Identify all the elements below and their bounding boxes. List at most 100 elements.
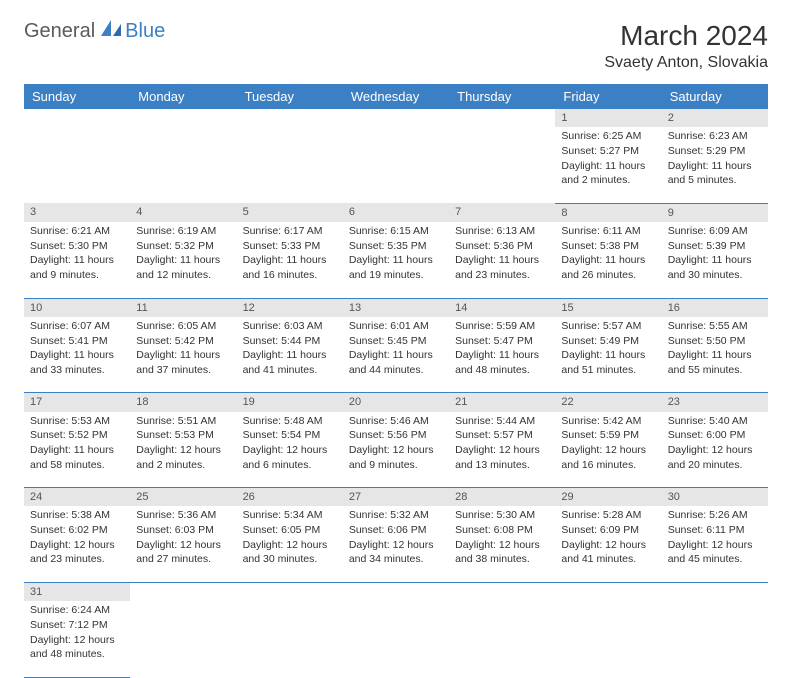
location: Svaety Anton, Slovakia [604,54,768,72]
sun-info-line: Sunset: 5:32 PM [136,240,230,254]
sun-info-line: and 51 minutes. [561,364,655,378]
sun-info-line: and 26 minutes. [561,269,655,283]
sun-info-line: and 48 minutes. [455,364,549,378]
header: General Blue March 2024 Svaety Anton, Sl… [24,20,768,72]
day-number-cell: 15 [555,298,661,317]
sun-info-line: and 44 minutes. [349,364,443,378]
sun-info-line: Sunrise: 6:03 AM [243,320,337,334]
sun-info-line: Sunset: 6:00 PM [668,429,762,443]
day-number-cell: 25 [130,488,236,507]
sun-info-line: Daylight: 12 hours [455,444,549,458]
sun-info-line: Sunset: 5:49 PM [561,335,655,349]
sun-info-line: and 20 minutes. [668,459,762,473]
day-data-cell [237,601,343,677]
day-data-cell: Sunrise: 6:17 AMSunset: 5:33 PMDaylight:… [237,222,343,298]
day-number-cell: 7 [449,203,555,222]
day-header: Monday [130,84,236,109]
sun-info-line: Sunrise: 6:01 AM [349,320,443,334]
sun-info-line: Daylight: 11 hours [668,160,762,174]
day-number-cell: 31 [24,582,130,601]
sun-info-line: and 48 minutes. [30,648,124,662]
day-data-cell [555,601,661,677]
sun-info-line: Daylight: 11 hours [30,254,124,268]
day-data-cell: Sunrise: 6:09 AMSunset: 5:39 PMDaylight:… [662,222,768,298]
day-number-cell: 23 [662,393,768,412]
day-data-cell: Sunrise: 6:05 AMSunset: 5:42 PMDaylight:… [130,317,236,393]
sun-info-line: Sunset: 5:59 PM [561,429,655,443]
day-number-row: 12 [24,109,768,127]
sun-info-line: Sunrise: 6:17 AM [243,225,337,239]
day-data-cell: Sunrise: 6:01 AMSunset: 5:45 PMDaylight:… [343,317,449,393]
sun-info-line: Sunset: 5:29 PM [668,145,762,159]
day-data-cell: Sunrise: 6:23 AMSunset: 5:29 PMDaylight:… [662,127,768,203]
day-header: Sunday [24,84,130,109]
sun-info-line: Daylight: 11 hours [349,349,443,363]
day-number-row: 3456789 [24,203,768,222]
sun-info-line: and 33 minutes. [30,364,124,378]
sun-info-line: Sunset: 5:41 PM [30,335,124,349]
sun-info-line: Sunrise: 5:59 AM [455,320,549,334]
day-number-cell: 24 [24,488,130,507]
sun-info-line: Sunrise: 6:25 AM [561,130,655,144]
day-number-cell: 5 [237,203,343,222]
day-data-cell: Sunrise: 5:48 AMSunset: 5:54 PMDaylight:… [237,412,343,488]
sun-info-line: Sunrise: 6:11 AM [561,225,655,239]
sun-info-line: Sunrise: 5:32 AM [349,509,443,523]
sun-info-line: and 30 minutes. [668,269,762,283]
sun-info-line: Daylight: 12 hours [668,444,762,458]
sun-info-line: Sunset: 5:53 PM [136,429,230,443]
day-number-cell [130,582,236,601]
day-number-cell: 22 [555,393,661,412]
day-data-cell: Sunrise: 5:30 AMSunset: 6:08 PMDaylight:… [449,506,555,582]
day-data-row: Sunrise: 5:38 AMSunset: 6:02 PMDaylight:… [24,506,768,582]
day-data-cell: Sunrise: 5:36 AMSunset: 6:03 PMDaylight:… [130,506,236,582]
day-data-cell [662,601,768,677]
day-data-cell [237,127,343,203]
day-data-cell [24,127,130,203]
sun-info-line: Sunset: 6:09 PM [561,524,655,538]
sun-info-line: Daylight: 11 hours [561,349,655,363]
sun-info-line: and 13 minutes. [455,459,549,473]
sun-info-line: and 9 minutes. [30,269,124,283]
day-data-cell: Sunrise: 6:03 AMSunset: 5:44 PMDaylight:… [237,317,343,393]
sun-info-line: and 2 minutes. [561,174,655,188]
sun-info-line: and 55 minutes. [668,364,762,378]
sun-info-line: Daylight: 11 hours [30,444,124,458]
day-data-row: Sunrise: 6:24 AMSunset: 7:12 PMDaylight:… [24,601,768,677]
sun-info-line: Daylight: 12 hours [668,539,762,553]
day-data-row: Sunrise: 6:25 AMSunset: 5:27 PMDaylight:… [24,127,768,203]
day-data-cell: Sunrise: 6:25 AMSunset: 5:27 PMDaylight:… [555,127,661,203]
day-data-cell: Sunrise: 5:57 AMSunset: 5:49 PMDaylight:… [555,317,661,393]
sun-info-line: Sunset: 5:50 PM [668,335,762,349]
sun-info-line: Sunset: 5:36 PM [455,240,549,254]
sun-info-line: Sunset: 5:39 PM [668,240,762,254]
sun-info-line: Sunset: 5:27 PM [561,145,655,159]
day-number-cell: 28 [449,488,555,507]
day-number-cell: 27 [343,488,449,507]
day-number-cell: 16 [662,298,768,317]
day-data-cell: Sunrise: 6:24 AMSunset: 7:12 PMDaylight:… [24,601,130,677]
day-number-cell: 8 [555,203,661,222]
day-number-cell: 30 [662,488,768,507]
day-number-row: 10111213141516 [24,298,768,317]
day-header: Saturday [662,84,768,109]
day-data-cell: Sunrise: 6:11 AMSunset: 5:38 PMDaylight:… [555,222,661,298]
month-title: March 2024 [604,20,768,52]
sun-info-line: Sunset: 5:52 PM [30,429,124,443]
day-number-cell [662,582,768,601]
sun-info-line: Sunrise: 6:15 AM [349,225,443,239]
sun-info-line: Sunrise: 5:30 AM [455,509,549,523]
sun-info-line: Daylight: 11 hours [136,349,230,363]
day-data-cell: Sunrise: 5:26 AMSunset: 6:11 PMDaylight:… [662,506,768,582]
day-number-row: 31 [24,582,768,601]
sun-info-line: Daylight: 11 hours [561,160,655,174]
sun-info-line: Sunrise: 5:53 AM [30,415,124,429]
day-data-row: Sunrise: 6:21 AMSunset: 5:30 PMDaylight:… [24,222,768,298]
sun-info-line: Sunrise: 5:57 AM [561,320,655,334]
day-number-cell [449,109,555,127]
sun-info-line: Daylight: 11 hours [668,254,762,268]
day-number-cell: 17 [24,393,130,412]
day-number-cell: 13 [343,298,449,317]
sun-info-line: Daylight: 12 hours [455,539,549,553]
day-number-cell: 3 [24,203,130,222]
